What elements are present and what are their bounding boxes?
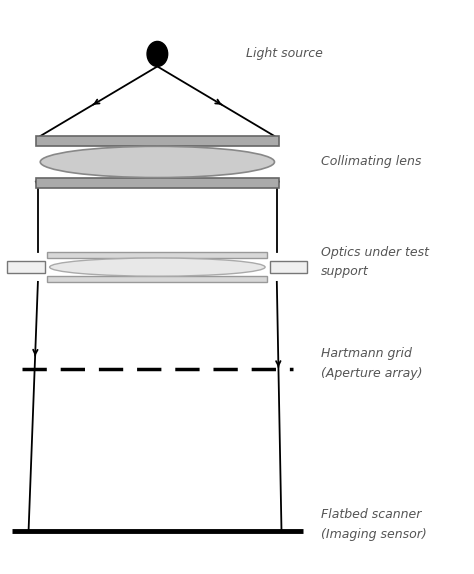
- Text: Optics under test: Optics under test: [321, 246, 429, 259]
- Text: Flatbed scanner: Flatbed scanner: [321, 508, 422, 521]
- Circle shape: [147, 41, 168, 67]
- Text: (Aperture array): (Aperture array): [321, 367, 423, 381]
- Bar: [47, 276, 267, 282]
- Ellipse shape: [50, 258, 265, 276]
- Bar: [36, 136, 279, 146]
- Bar: [36, 177, 279, 188]
- Text: (Imaging sensor): (Imaging sensor): [321, 528, 427, 541]
- Ellipse shape: [40, 146, 274, 177]
- Bar: [270, 261, 307, 273]
- Text: support: support: [321, 265, 369, 278]
- Text: Hartmann grid: Hartmann grid: [321, 347, 412, 360]
- Text: Collimating lens: Collimating lens: [321, 156, 422, 168]
- Bar: [8, 261, 45, 273]
- Bar: [47, 253, 267, 258]
- Text: Light source: Light source: [246, 48, 323, 60]
